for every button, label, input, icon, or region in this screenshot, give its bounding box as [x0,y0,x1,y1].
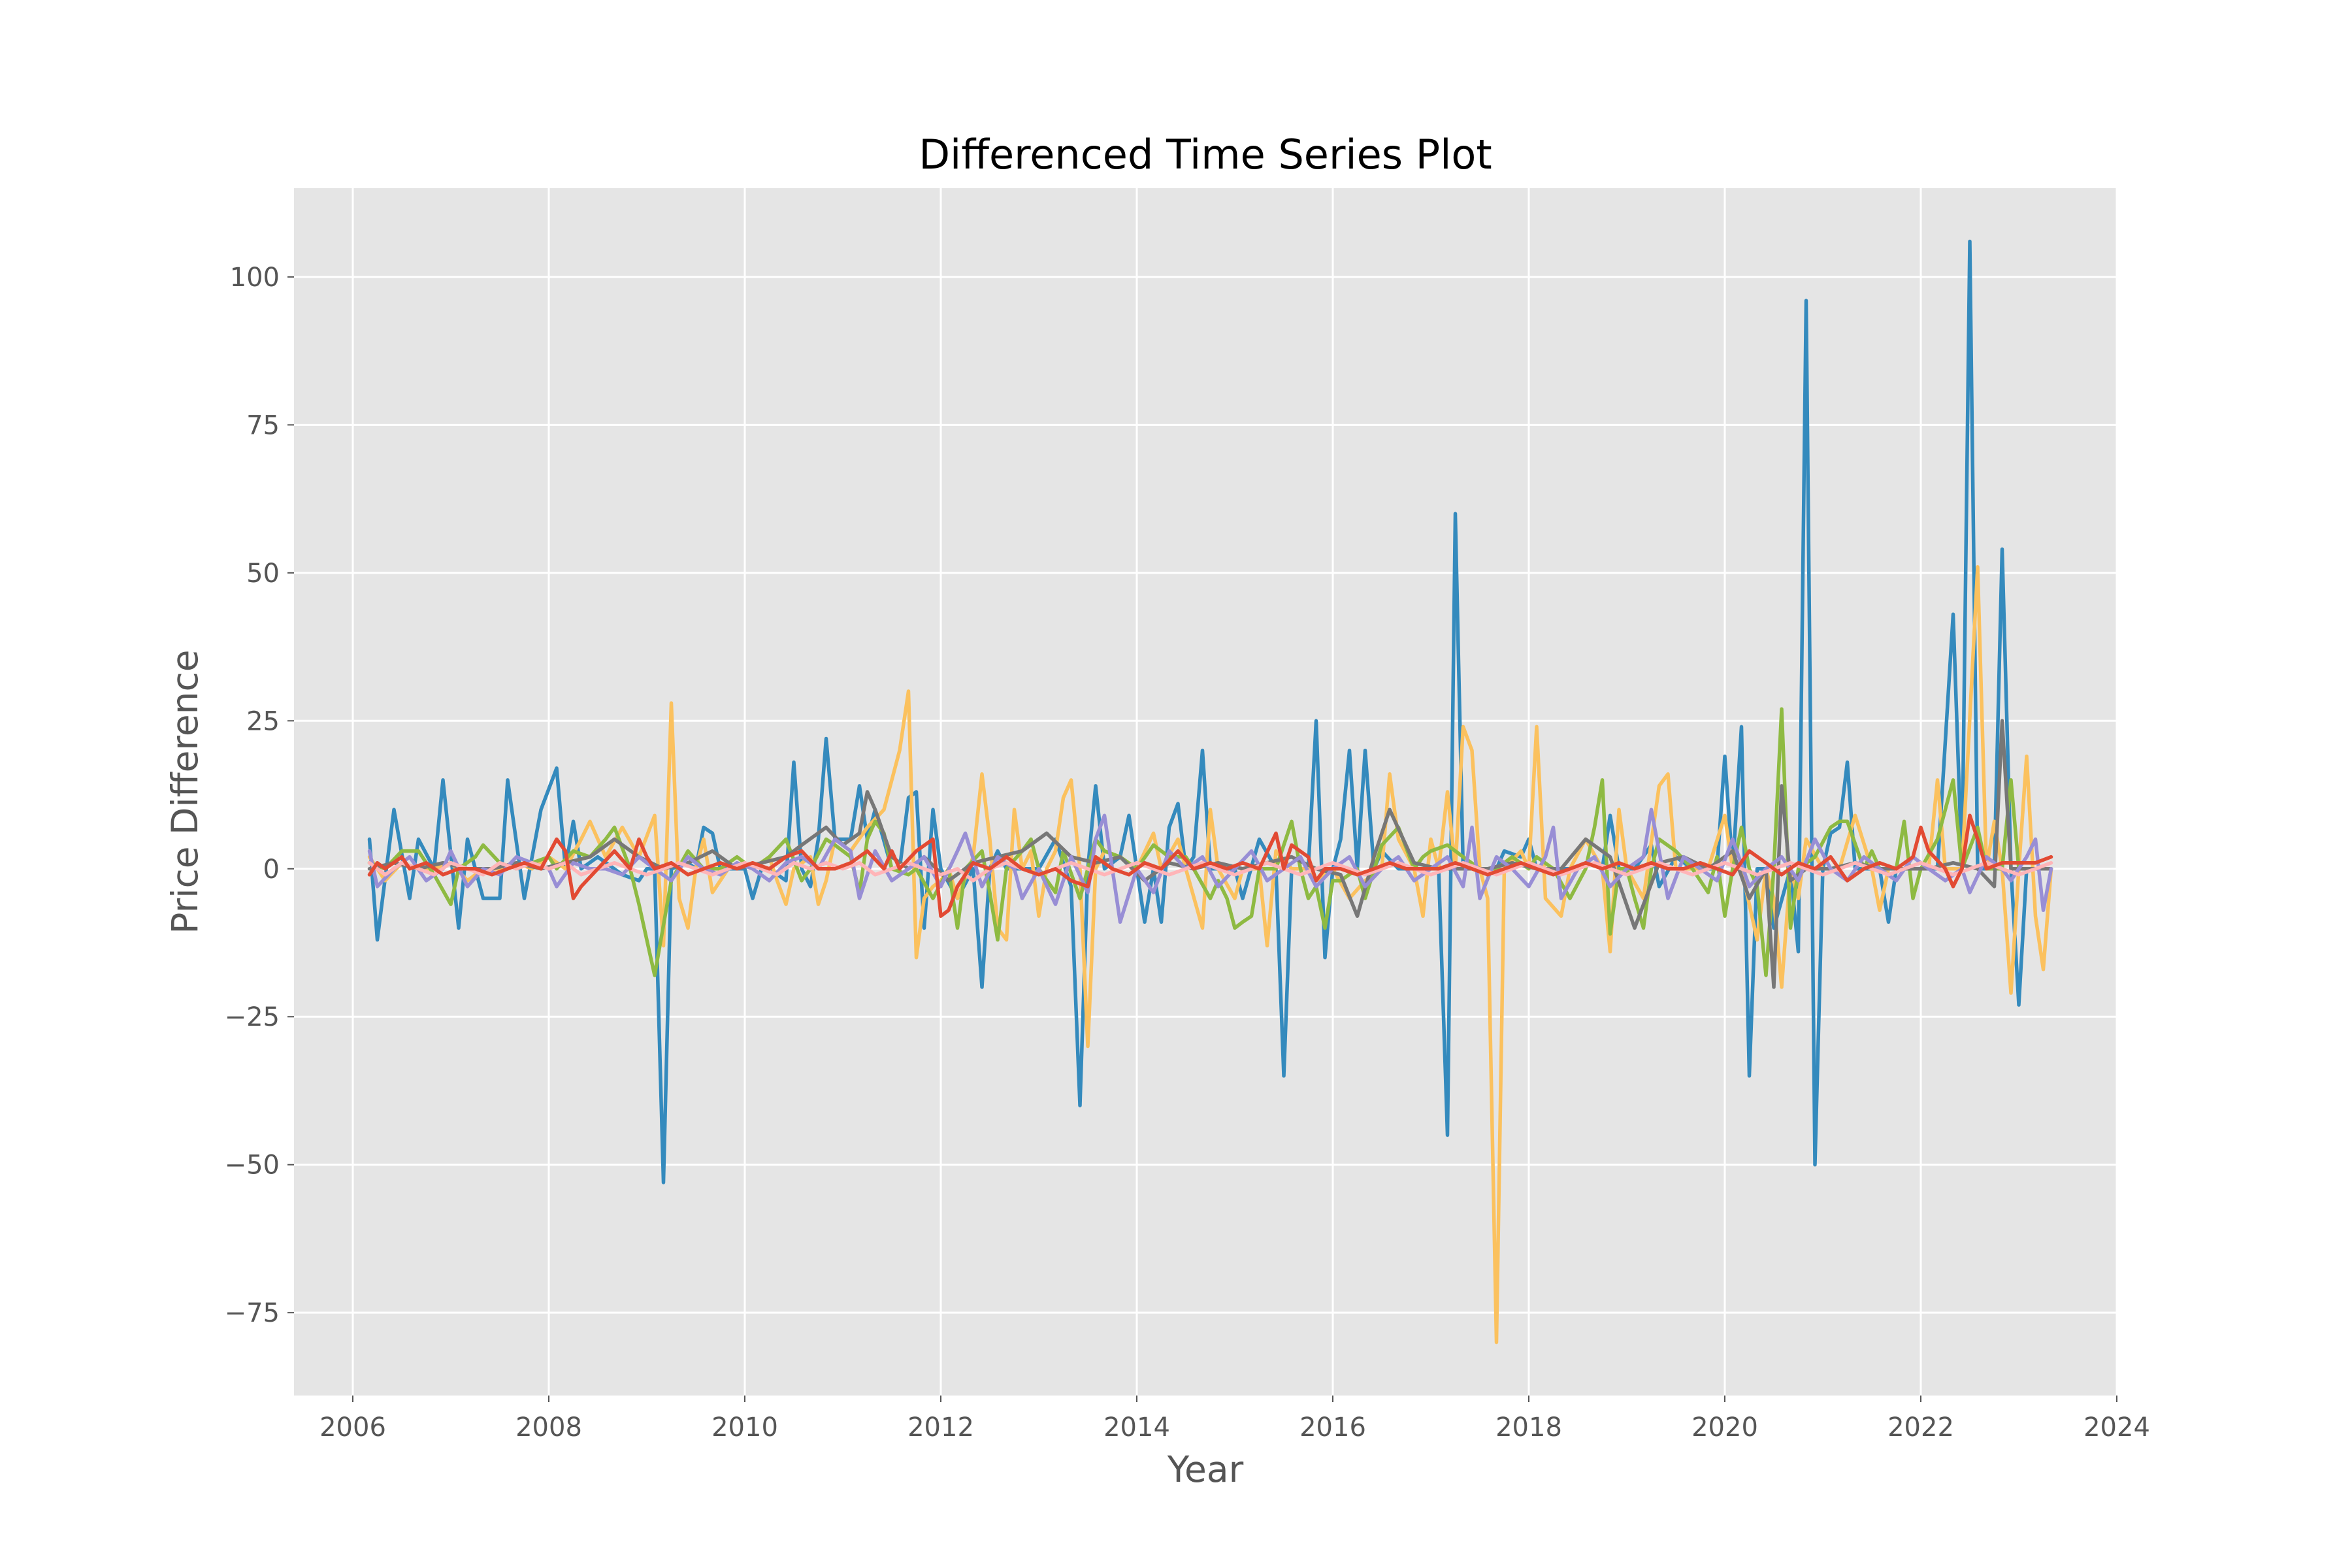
x-tick-label: 2008 [515,1413,582,1443]
y-tick-label: 75 [246,410,280,440]
y-axis-label: Price Difference [164,649,206,934]
x-tick-label: 2014 [1103,1413,1170,1443]
x-tick-label: 2024 [2083,1413,2150,1443]
tick-labels: 2006 2008 2010 2012 2014 2016 2018 2020 2022 2024… [225,263,2150,1443]
y-tick-label: −25 [225,1002,280,1032]
series-line-7 [367,813,2053,918]
x-tick-label: 2018 [1495,1413,1562,1443]
x-tick-label: 2022 [1887,1413,1954,1443]
x-tick-label: 2016 [1299,1413,1366,1443]
series-line-3 [367,707,2053,977]
x-tick-label: 2006 [319,1413,386,1443]
chart-title: Differenced Time Series Plot [919,131,1492,178]
grid [294,188,2118,1396]
x-tick-label: 2020 [1691,1413,1758,1443]
y-tick-label: −75 [225,1298,280,1328]
series-line-4 [367,719,2053,989]
x-tick-label: 2010 [711,1413,778,1443]
y-tick-label: −50 [225,1151,280,1181]
y-tick-label: 50 [246,559,280,589]
x-tick-label: 2012 [907,1413,974,1443]
x-axis-label: Year [1167,1448,1244,1490]
y-tick-label: 0 [263,855,280,885]
series-group [367,239,2053,1345]
y-tick-label: 100 [230,263,280,293]
y-tick-label: 25 [246,706,280,736]
series-line-6 [367,860,2053,883]
